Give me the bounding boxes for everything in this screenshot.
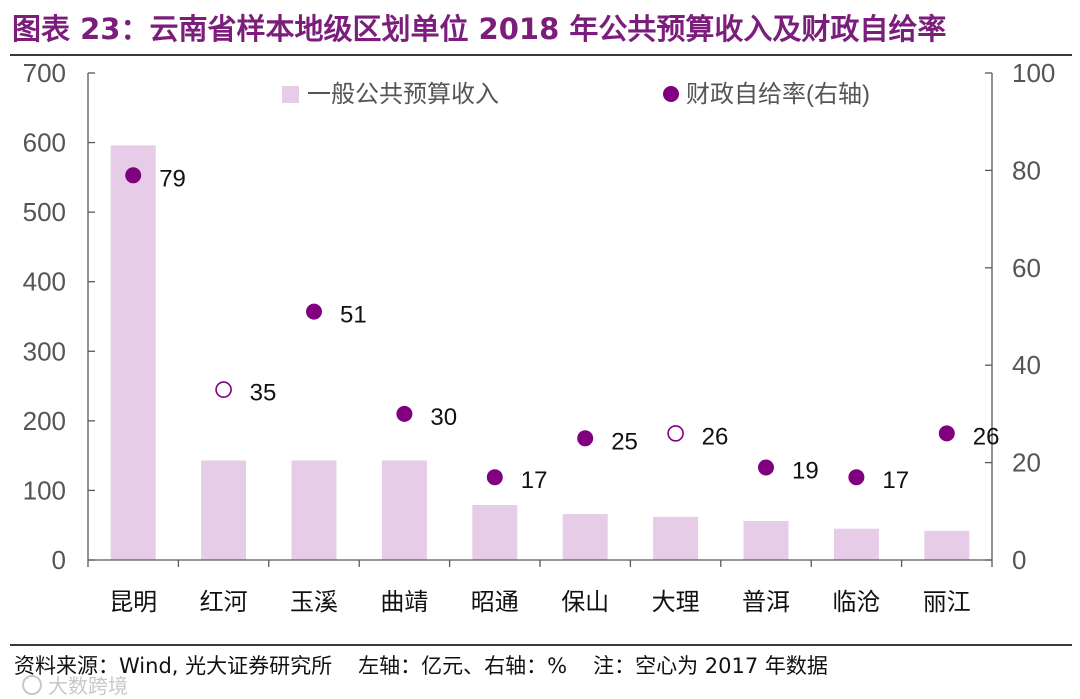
- left-tick-label: 700: [23, 58, 66, 88]
- left-tick-label: 600: [23, 128, 66, 158]
- x-tick-label: 红河: [200, 589, 248, 616]
- x-tick-label: 普洱: [742, 589, 790, 616]
- bar-保山: [562, 514, 608, 560]
- dot-昆明: [125, 167, 142, 184]
- footer: 资料来源：Wind, 光大证券研究所 左轴：亿元、右轴：% 注：空心为 2017 年…: [14, 648, 828, 684]
- left-tick-label: 0: [52, 545, 66, 575]
- watermark: 大数跨境: [22, 670, 128, 699]
- bar-红河: [201, 460, 247, 560]
- dot-保山: [577, 430, 594, 447]
- data-label: 25: [611, 428, 638, 455]
- dot-hollow-大理: [667, 425, 684, 442]
- bar-临沧: [833, 528, 879, 560]
- legend-dot-swatch: [663, 86, 679, 102]
- x-tick-label: 玉溪: [290, 589, 338, 616]
- x-tick-label: 保山: [561, 589, 609, 616]
- dot-普洱: [758, 459, 774, 476]
- chart-title: 图表 23：云南省样本地级区划单位 2018 年公共预算收入及财政自给率: [12, 12, 947, 46]
- legend-bar-swatch: [282, 86, 299, 103]
- bar-丽江: [924, 530, 970, 560]
- dot-hollow-红河: [215, 381, 232, 398]
- chart-legend: 一般公共预算收入 财政自给率(右轴): [282, 81, 870, 108]
- dot-丽江: [938, 425, 955, 442]
- data-label: 17: [882, 467, 909, 494]
- data-label: 17: [521, 467, 548, 494]
- right-tick-label: 0: [1012, 545, 1026, 575]
- x-tick-label: 昆明: [109, 589, 157, 616]
- data-label: 79: [159, 165, 186, 192]
- left-tick-label: 400: [23, 267, 66, 297]
- bar-大理: [653, 516, 699, 560]
- data-label: 35: [250, 380, 277, 407]
- data-label: 51: [340, 302, 367, 329]
- bar-昭通: [472, 505, 518, 560]
- hollow-marker-note: 注：空心为 2017 年数据: [593, 654, 828, 678]
- left-tick-label: 500: [23, 197, 66, 227]
- data-label: 19: [792, 458, 819, 485]
- data-label: 26: [973, 423, 1000, 450]
- source-note: 资料来源：Wind, 光大证券研究所: [14, 654, 333, 678]
- watermark-logo-icon: [22, 674, 42, 695]
- data-label: 26: [702, 423, 729, 450]
- bar-昆明: [110, 145, 156, 560]
- x-tick-label: 大理: [652, 589, 700, 616]
- dot-玉溪: [306, 303, 322, 320]
- watermark-text: 大数跨境: [48, 674, 128, 698]
- bar-曲靖: [381, 460, 427, 560]
- right-tick-label: 60: [1012, 253, 1041, 283]
- right-tick-label: 40: [1012, 350, 1041, 380]
- legend-bar-label: 一般公共预算收入: [307, 81, 499, 108]
- footer-divider: [10, 644, 1072, 646]
- dot-临沧: [848, 469, 865, 486]
- chart-figure: 0 100 200 300 400 500 600 700 0 20 40 60 80 100 昆明 红河 玉溪…: [23, 58, 1056, 616]
- axis-unit-note: 左轴：亿元、右轴：%: [358, 654, 568, 678]
- x-tick-label: 丽江: [923, 589, 971, 616]
- dot-昭通: [486, 469, 503, 486]
- right-tick-label: 80: [1012, 155, 1041, 185]
- left-tick-label: 300: [23, 336, 66, 366]
- right-tick-label: 20: [1012, 448, 1041, 478]
- left-tick-label: 200: [23, 406, 66, 436]
- dot-曲靖: [396, 405, 413, 422]
- x-tick-label: 临沧: [832, 589, 880, 616]
- bar-玉溪: [291, 460, 337, 560]
- legend-dot-label: 财政自给率(右轴): [686, 81, 870, 108]
- x-tick-label: 昭通: [471, 589, 519, 616]
- dot-series: 79 35 51 30 17 25 26 19 17 26: [125, 165, 1000, 494]
- data-label: 30: [430, 404, 457, 431]
- x-tick-label: 曲靖: [380, 589, 428, 616]
- right-tick-label: 100: [1012, 58, 1055, 88]
- axes: 0 100 200 300 400 500 600 700 0 20 40 60 80 100 昆明 红河 玉溪…: [23, 58, 1056, 616]
- left-tick-label: 100: [23, 475, 66, 505]
- bar-series: [110, 145, 970, 560]
- title-divider: [10, 54, 1072, 56]
- bar-普洱: [743, 521, 789, 560]
